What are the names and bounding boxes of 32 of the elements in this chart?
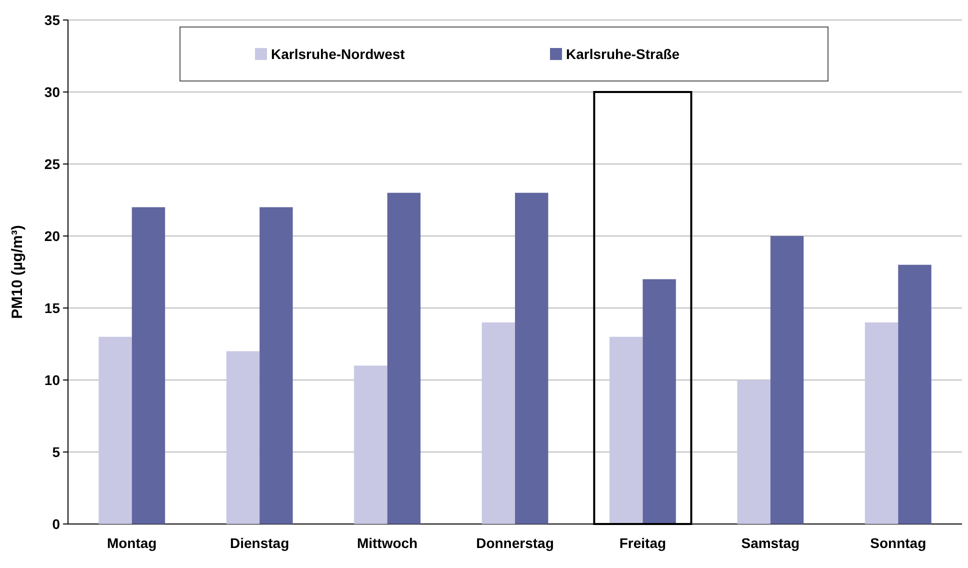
bar	[898, 264, 932, 524]
y-tick-label: 35	[44, 12, 60, 28]
bar	[737, 380, 770, 524]
legend-label: Karlsruhe-Straße	[566, 46, 680, 62]
bar	[770, 236, 804, 524]
bar	[642, 279, 676, 524]
bar	[482, 322, 515, 524]
x-tick-label: Freitag	[619, 535, 666, 551]
bar	[387, 192, 420, 524]
y-axis-title: PM10 (µg/m³)	[9, 225, 26, 319]
x-tick-label: Sonntag	[870, 535, 926, 551]
x-tick-label: Mittwoch	[356, 535, 418, 551]
bar	[354, 366, 388, 524]
legend-label: Karlsruhe-Nordwest	[271, 46, 406, 62]
bar	[226, 351, 260, 524]
bar	[98, 336, 132, 524]
bar	[610, 336, 643, 524]
bar	[515, 192, 548, 524]
bar	[132, 207, 166, 524]
x-tick-label: Samstag	[741, 535, 800, 551]
y-tick-label: 5	[52, 444, 60, 460]
y-tick-label: 30	[44, 84, 60, 100]
y-tick-label: 10	[44, 372, 60, 388]
x-tick-label: Dienstag	[230, 535, 290, 551]
x-tick-label: Donnerstag	[476, 535, 554, 551]
y-tick-label: 25	[44, 156, 60, 172]
bar	[260, 207, 293, 524]
y-tick-label: 15	[44, 300, 60, 316]
bar	[864, 322, 898, 524]
y-tick-label: 20	[44, 228, 60, 244]
y-tick-label: 0	[52, 516, 60, 532]
x-tick-label: Montag	[106, 535, 157, 551]
